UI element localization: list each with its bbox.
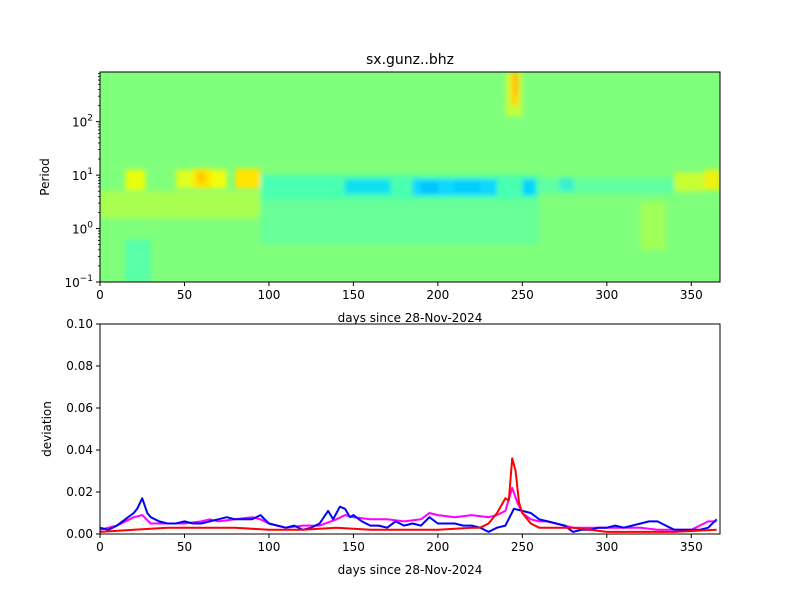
heatmap-cell xyxy=(522,179,536,196)
bottom-y-label: deviation xyxy=(40,401,54,457)
y-tick-exponent: 0 xyxy=(87,221,93,231)
heatmap-patches xyxy=(100,72,720,282)
y-tick-base: 10 xyxy=(64,276,79,290)
x-tick-label: 300 xyxy=(595,288,618,302)
heatmap-cell xyxy=(674,172,705,192)
heatmap-cell xyxy=(640,201,666,250)
x-tick-label: 150 xyxy=(342,288,365,302)
y-tick-exponent: 1 xyxy=(87,167,93,177)
deviation-axes: 0 50 100 150 200 250 300 350 0.00 0.02 0.04 0.06 0.0… xyxy=(66,317,721,554)
y-tick-label: 0.08 xyxy=(66,359,93,373)
y-tick-exponent: −1 xyxy=(80,274,93,284)
x-tick-label: 0 xyxy=(96,540,104,554)
series-line-blue xyxy=(100,497,718,533)
heatmap-cell xyxy=(176,169,193,189)
y-tick-base: 10 xyxy=(72,116,87,130)
heatmap-cell xyxy=(420,181,438,194)
heatmap-cell xyxy=(454,180,481,193)
y-tick-label: 10−1 xyxy=(64,274,93,290)
heatmap-cell xyxy=(125,169,146,191)
y-tick-label: 0.04 xyxy=(66,443,93,457)
y-tick-label: 0.02 xyxy=(66,485,93,499)
x-tick-label: 250 xyxy=(511,540,534,554)
heatmap-cell xyxy=(260,175,540,200)
y-tick-label: 0.10 xyxy=(66,317,93,331)
series-group xyxy=(100,457,718,533)
top-y-label: Period xyxy=(38,158,52,195)
y-tick-label: 101 xyxy=(72,167,93,183)
y-tick-label: 100 xyxy=(72,221,93,237)
x-tick-label: 150 xyxy=(342,540,365,554)
y-tick-label: 102 xyxy=(72,114,93,130)
chart-title: sx.gunz..bhz xyxy=(366,52,454,68)
x-tick-label: 350 xyxy=(680,540,703,554)
heatmap-cell xyxy=(197,172,205,184)
x-tick-label: 300 xyxy=(595,540,618,554)
heatmap-cell xyxy=(235,168,261,189)
heatmap-cell xyxy=(125,239,151,282)
series-line-red xyxy=(100,457,717,533)
heatmap-cell xyxy=(704,169,720,191)
axes-frame xyxy=(99,323,721,535)
y-tick-base: 10 xyxy=(72,223,87,237)
top-x-label: days since 28-Nov-2024 xyxy=(338,311,483,325)
heatmap-cell xyxy=(260,199,540,245)
x-tick-label: 200 xyxy=(426,540,449,554)
x-tick-label: 100 xyxy=(257,288,280,302)
x-tick-label: 100 xyxy=(257,540,280,554)
heatmap-cell xyxy=(344,179,391,194)
x-tick-label: 0 xyxy=(96,288,104,302)
heatmap-cell xyxy=(513,72,518,95)
y-tick-label: 0.06 xyxy=(66,401,93,415)
x-tick-label: 250 xyxy=(511,288,534,302)
heatmap-cell xyxy=(100,191,261,218)
axes-frame xyxy=(99,71,721,283)
y-tick-label: 0.00 xyxy=(66,527,93,541)
y-tick-base: 10 xyxy=(72,169,87,183)
x-tick-label: 50 xyxy=(177,540,192,554)
bottom-x-label: days since 28-Nov-2024 xyxy=(338,563,483,577)
heatmap-cell xyxy=(211,169,227,189)
x-tick-label: 50 xyxy=(177,288,192,302)
heatmap-cell xyxy=(559,177,574,192)
x-tick-label: 350 xyxy=(680,288,703,302)
x-tick-label: 200 xyxy=(426,288,449,302)
heatmap xyxy=(100,72,720,282)
y-tick-exponent: 2 xyxy=(87,114,93,124)
